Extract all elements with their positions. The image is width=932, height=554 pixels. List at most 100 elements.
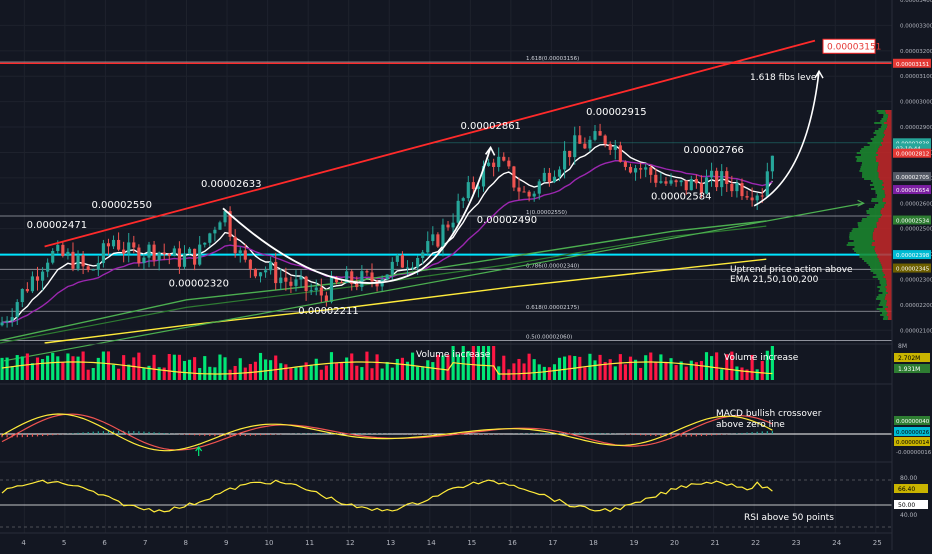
volume-profile-bar	[886, 294, 892, 296]
volume-profile-bar	[873, 238, 892, 240]
candle-body	[386, 274, 389, 279]
volume-bar	[771, 346, 774, 380]
macd-histogram-bar	[711, 434, 712, 435]
macd-histogram-bar	[143, 432, 144, 434]
volume-profile-bar	[864, 146, 879, 148]
volume-profile-bar	[885, 286, 892, 288]
volume-profile-bar	[862, 174, 878, 176]
volume-profile-bar	[882, 266, 892, 268]
volume-profile-bar	[881, 264, 892, 266]
candle-body	[553, 177, 556, 182]
volume-profile-bar	[879, 290, 886, 292]
candle-body	[472, 182, 475, 189]
macd-histogram-bar	[630, 434, 631, 435]
volume-profile-bar	[847, 244, 872, 246]
time-tick-label: 13	[386, 539, 395, 547]
macd-histogram-bar	[326, 433, 327, 434]
volume-profile-bar	[886, 282, 892, 284]
macd-histogram-bar	[57, 434, 58, 435]
candle-body	[213, 230, 216, 234]
volume-profile-bar	[886, 112, 892, 114]
candle-body	[659, 181, 662, 183]
target-label: 0.00003151	[827, 42, 881, 52]
volume-profile-bar	[871, 200, 882, 202]
volume-bar	[0, 358, 3, 380]
price-annotation: 0.00002766	[683, 145, 743, 156]
candle-body	[97, 263, 100, 270]
volume-profile-bar	[862, 258, 878, 260]
time-tick-label: 9	[224, 539, 228, 547]
volume-profile-bar	[880, 210, 892, 212]
volume-profile-bar	[873, 276, 884, 278]
macd-histogram-bar	[229, 434, 230, 436]
volume-profile-bar	[878, 148, 892, 150]
macd-note-1: MACD bullish crossover	[716, 409, 822, 419]
candle-body	[573, 135, 576, 157]
volume-profile-bar	[873, 182, 884, 184]
fib-label: 0.5(0.00002060)	[526, 334, 572, 340]
volume-bar	[588, 354, 591, 380]
volume-profile-bar	[881, 262, 892, 264]
volume-profile-bar	[881, 126, 887, 128]
candle-body	[604, 136, 607, 144]
time-tick-label: 5	[62, 539, 66, 547]
candle-body	[431, 234, 434, 241]
time-tick-label: 23	[792, 539, 801, 547]
macd-histogram-bar	[529, 433, 530, 434]
volume-bar	[284, 364, 287, 380]
volume-profile-bar	[858, 224, 877, 226]
candle-body	[528, 192, 531, 197]
volume-bar	[82, 351, 85, 380]
rsi-tick-40: 40.00	[900, 512, 917, 519]
candle-body	[720, 171, 723, 187]
volume-profile-bar	[878, 164, 892, 166]
candle-body	[340, 282, 343, 283]
macd-histogram-bar	[366, 433, 367, 434]
volume-profile-bar	[857, 158, 876, 160]
volume-profile-bar	[850, 232, 873, 234]
volume-profile-bar	[887, 126, 892, 128]
macd-histogram-bar	[98, 431, 99, 434]
volume-bar	[609, 359, 612, 380]
volume-bar	[345, 358, 348, 380]
volume-profile-bar	[878, 128, 885, 130]
volume-bar	[183, 361, 186, 380]
candle-body	[664, 181, 667, 183]
volume-profile-bar	[877, 254, 892, 256]
volume-profile-bar	[878, 168, 892, 170]
volume-profile-bar	[885, 192, 892, 194]
macd-histogram-bar	[22, 434, 23, 437]
volume-profile-bar	[859, 254, 877, 256]
volume-profile-bar	[878, 294, 885, 296]
volume-profile-bar	[879, 258, 892, 260]
volume-profile-bar	[888, 306, 892, 308]
volume-bar	[112, 365, 115, 380]
macd-histogram-bar	[706, 434, 707, 436]
candle-body	[41, 272, 44, 281]
macd-histogram-bar	[534, 433, 535, 434]
price-axis[interactable]: 0.000034000.000033000.000032000.00003100…	[892, 0, 932, 550]
candle-body	[522, 192, 525, 193]
volume-bar	[401, 358, 404, 380]
volume-profile-bar	[885, 196, 892, 198]
volume-bar	[761, 361, 764, 380]
macd-histogram-bar	[757, 432, 758, 434]
volume-profile-bar	[875, 204, 884, 206]
macd-histogram-bar	[133, 431, 134, 434]
candle-body	[639, 168, 642, 169]
volume-profile-bar	[874, 248, 892, 250]
time-tick-label: 15	[467, 539, 476, 547]
volume-profile-bar	[883, 198, 892, 200]
candle-body	[543, 173, 546, 181]
candle-body	[370, 272, 373, 281]
volume-profile-bar	[882, 208, 892, 210]
candle-body	[274, 262, 277, 283]
volume-profile-bar	[879, 178, 892, 180]
candle-body	[168, 254, 171, 256]
macd-badge-4: -0.00000016	[896, 450, 932, 456]
time-tick-label: 7	[143, 539, 147, 547]
fibs-note: 1.618 fibs level	[750, 73, 819, 83]
volume-bar	[61, 362, 64, 380]
candle-body	[289, 282, 292, 286]
volume-profile-bar	[877, 308, 885, 310]
